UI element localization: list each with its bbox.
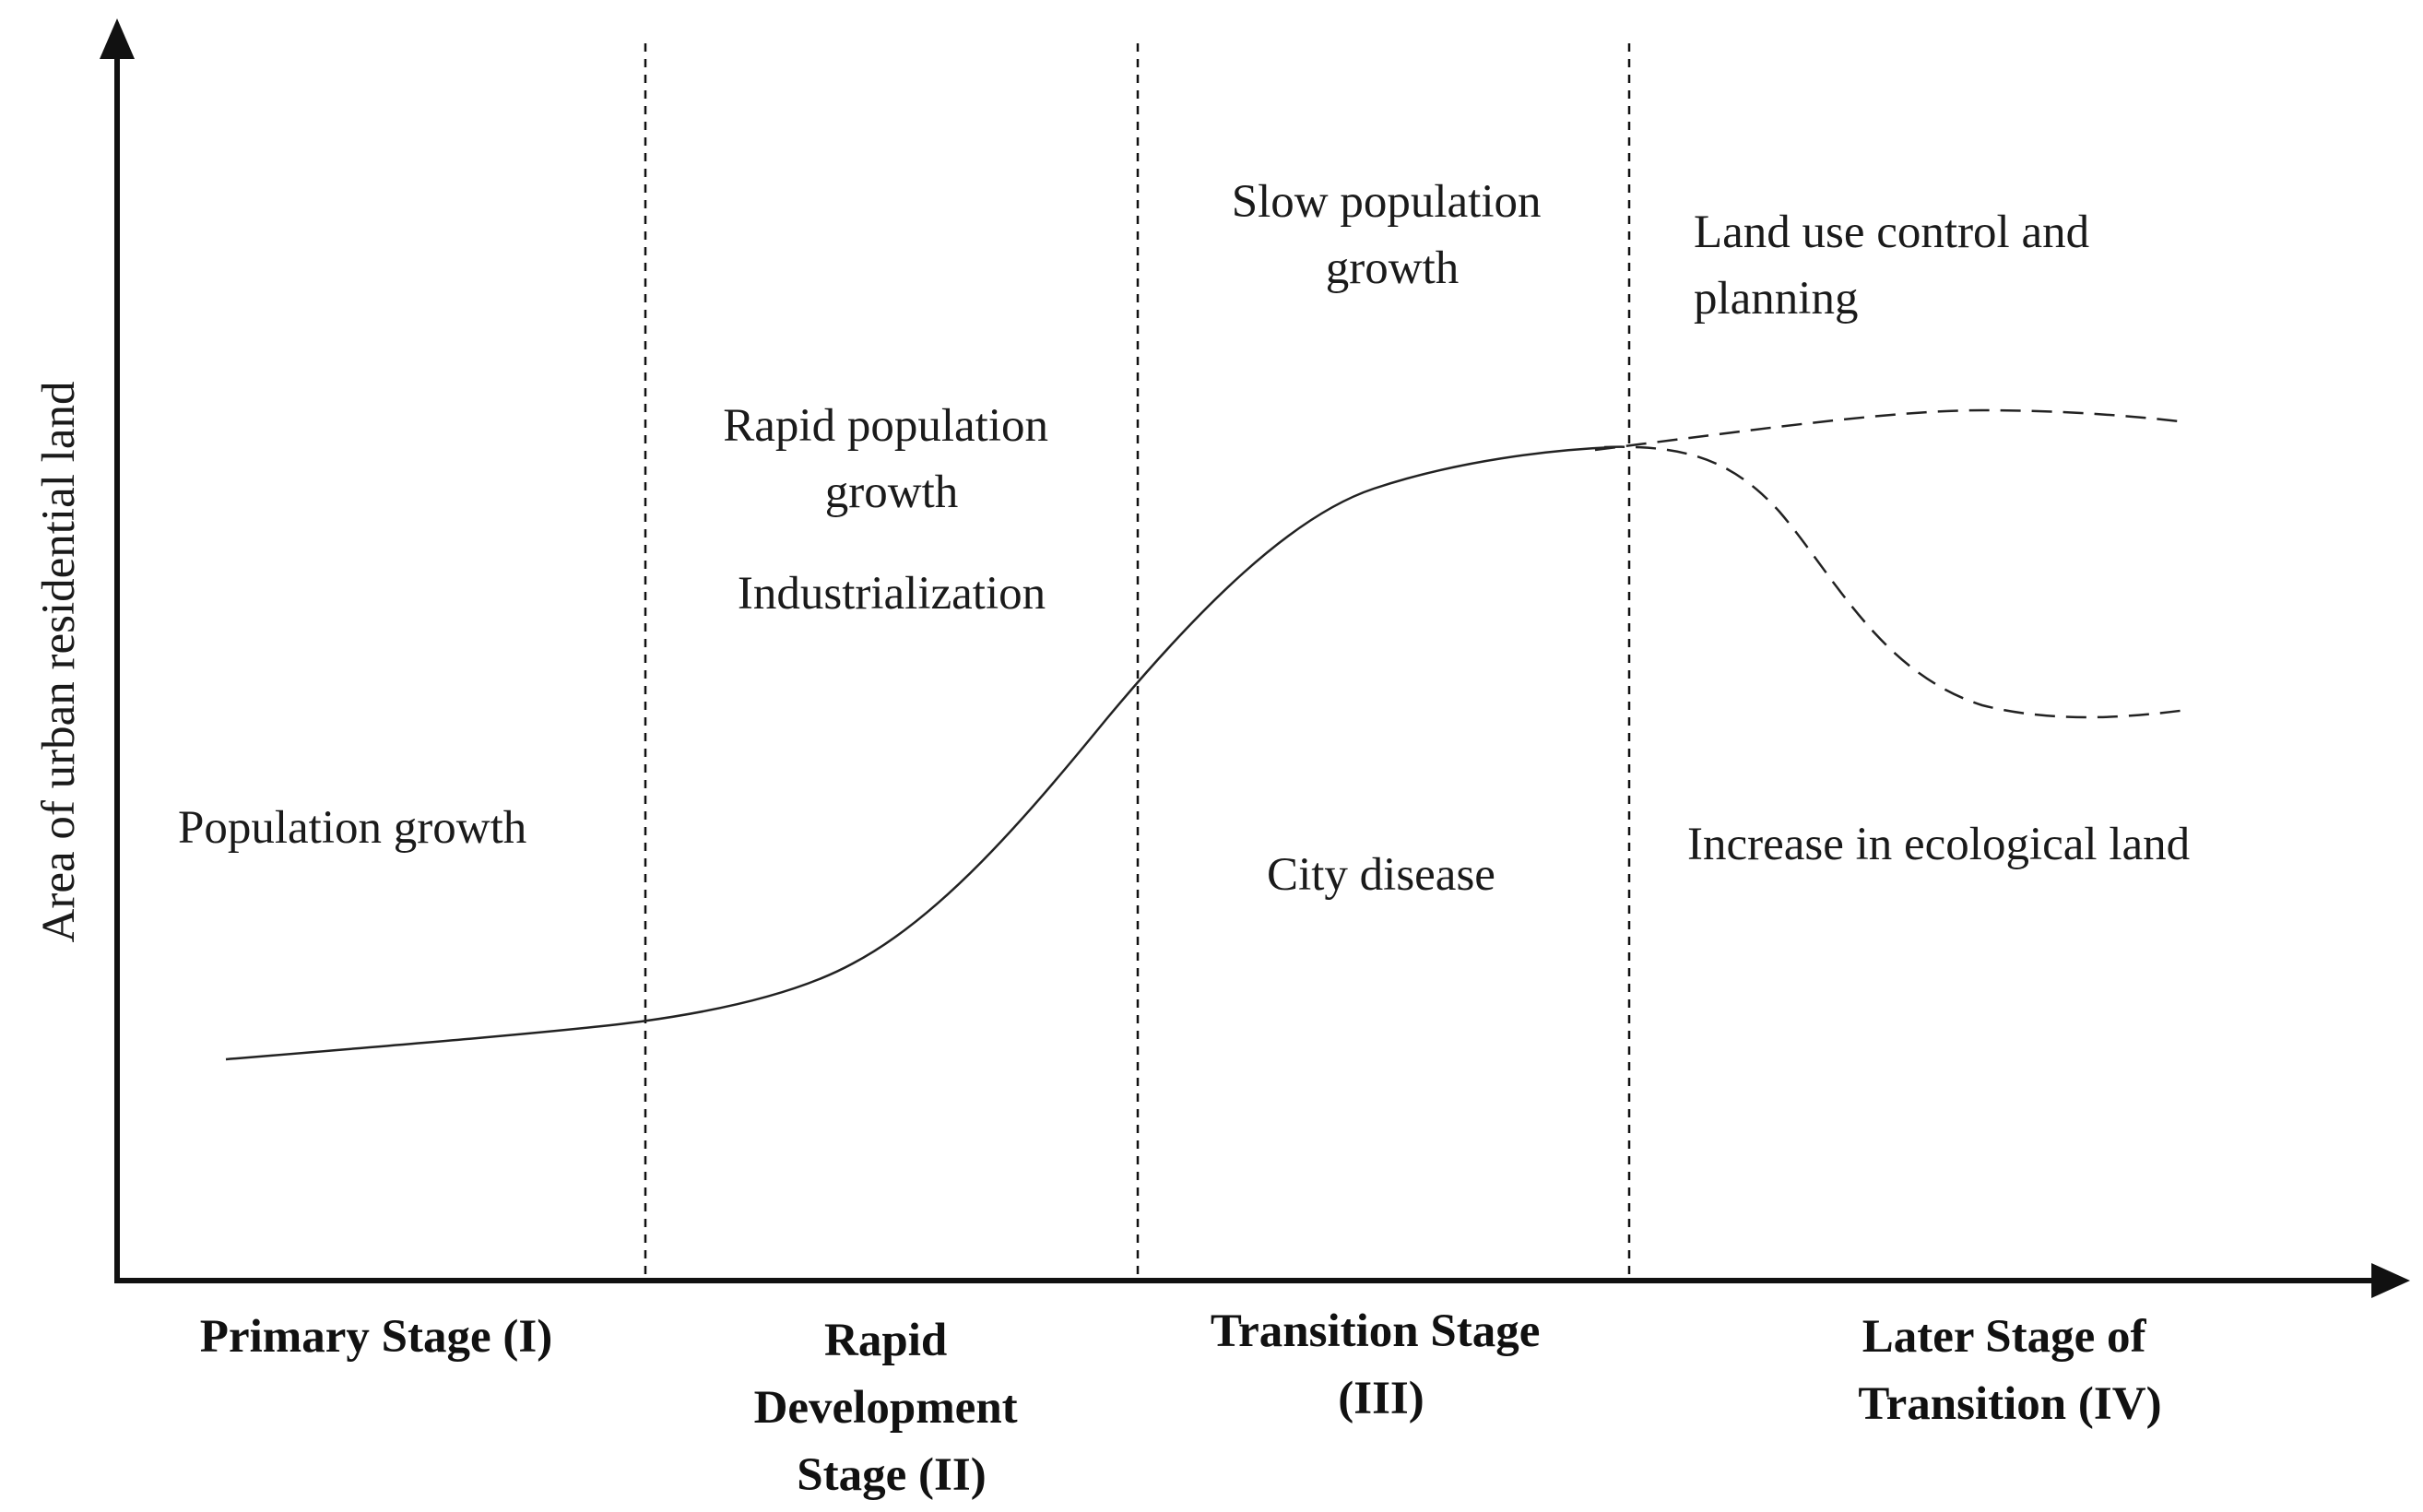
annotation-rapid-population-growth: Rapid population growth (723, 400, 1059, 518)
annotation-city-disease: City disease (1267, 849, 1495, 901)
annotation-land-use-control: Land use control and planning (1694, 207, 2101, 325)
annotation-line: Land use control and (1694, 207, 2089, 258)
stage-label-line: Transition (IV) (1858, 1378, 2161, 1430)
annotation-line: Slow population (1232, 176, 1542, 228)
annotation-industrialization: Industrialization (738, 568, 1046, 620)
stage-label-transition: Transition Stage (III) (1211, 1305, 1552, 1424)
main-growth-curve (225, 445, 1614, 1061)
stage-label-later-transition: Later Stage of Transition (IV) (1858, 1311, 2161, 1430)
annotations: Population growth Rapid population growt… (178, 176, 2190, 901)
annotation-line: Increase in ecological land (1687, 819, 2190, 870)
annotation-population-growth: Population growth (178, 802, 526, 854)
curves (225, 408, 2188, 1061)
stage-label-line: Development (754, 1382, 1018, 1434)
stage-label-line: Stage (II) (797, 1449, 986, 1501)
stage-label-rapid-development: Rapid Development Stage (II) (754, 1315, 1030, 1501)
stage-label-line: Transition Stage (1211, 1305, 1541, 1357)
stage-label-line: Rapid (824, 1315, 947, 1366)
annotation-line: City disease (1267, 849, 1495, 901)
lower-branch-curve (1603, 445, 2188, 719)
stage-label-line: Primary Stage (I) (200, 1311, 552, 1363)
annotation-line: Industrialization (738, 568, 1046, 620)
annotation-line: Population growth (178, 802, 526, 854)
annotation-ecological-land: Increase in ecological land (1687, 819, 2190, 870)
axes (100, 18, 2410, 1298)
annotation-line: Rapid population (723, 400, 1048, 452)
stage-label-line: (III) (1338, 1373, 1424, 1424)
annotation-slow-population-growth: Slow population growth (1232, 176, 1554, 294)
stage-label-line: Later Stage of (1862, 1311, 2147, 1363)
annotation-line: growth (1326, 242, 1459, 294)
annotation-line: growth (825, 467, 958, 518)
stage-dividers (644, 43, 1631, 1279)
stage-label-primary: Primary Stage (I) (200, 1311, 552, 1363)
y-axis-arrow (100, 18, 135, 59)
annotation-line: planning (1694, 273, 1858, 325)
stage-labels: Primary Stage (I) Rapid Development Stag… (200, 1305, 2162, 1501)
y-axis-label: Area of urban residential land (33, 382, 85, 943)
upper-branch-curve (1594, 408, 2188, 452)
x-axis-arrow (2371, 1263, 2410, 1298)
